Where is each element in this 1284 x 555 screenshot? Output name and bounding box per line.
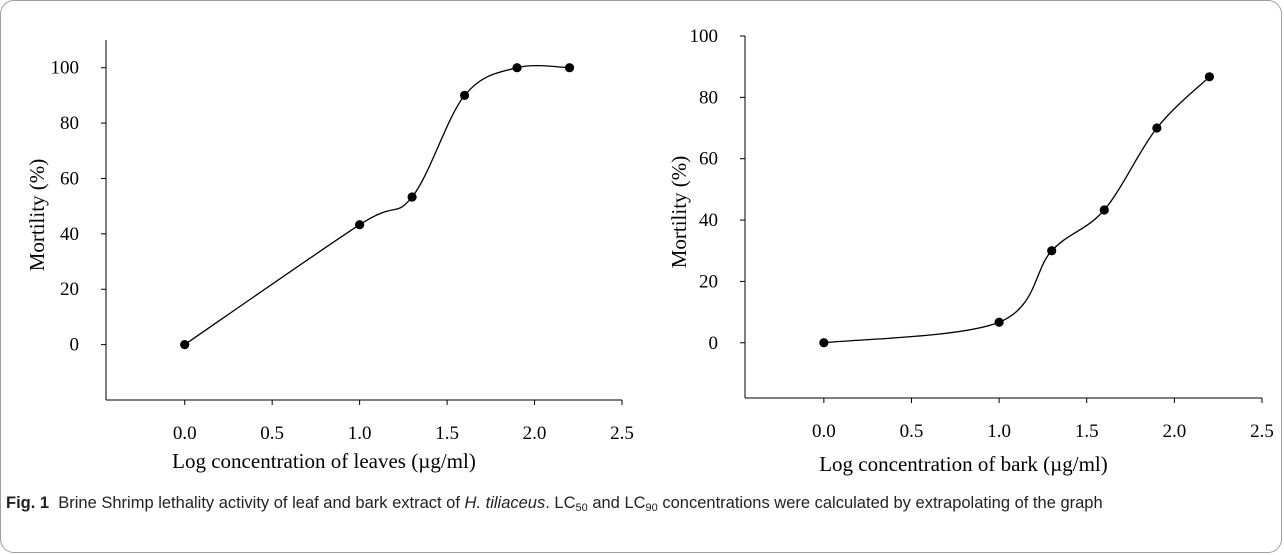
caption-sub-90: 90 (645, 502, 658, 514)
caption-text-1: Brine Shrimp lethality activity of leaf … (58, 494, 465, 512)
data-point (564, 63, 575, 73)
caption-text-2: . LC (545, 494, 576, 512)
data-point (819, 338, 829, 348)
x-axis-title: Log concentration of bark (µg/ml) (819, 452, 1108, 476)
data-point (459, 90, 470, 100)
y-axis-title: Mortility (%) (667, 156, 691, 269)
x-tick-label: 2.0 (1162, 421, 1186, 442)
y-tick-label: 20 (60, 279, 79, 300)
x-tick-label: 0.5 (260, 423, 284, 444)
figure-charts: 0 20 40 60 80 100 0.0 0.5 1.0 1.5 2.0 2.5 Log concen… (25, 26, 1274, 476)
data-point (1204, 72, 1215, 82)
x-tick-label: 2.5 (610, 423, 634, 444)
series-line (823, 76, 1210, 344)
y-tick-label: 20 (699, 271, 718, 292)
y-tick-label: 80 (699, 87, 718, 108)
x-tick-label: 1.0 (987, 421, 1011, 442)
caption-text-4: concentrations were calculated by extrap… (657, 494, 1103, 512)
x-tick-label: 0.0 (173, 423, 197, 444)
x-tick-label: 1.5 (1075, 421, 1099, 442)
x-tick-label: 0.5 (900, 421, 924, 442)
series-line (184, 65, 570, 346)
y-tick-label: 40 (60, 224, 79, 245)
data-point (512, 63, 522, 73)
x-tick-label: 1.0 (348, 423, 372, 444)
y-tick-label: 100 (51, 58, 80, 79)
data-point (407, 192, 417, 202)
data-point (1152, 123, 1162, 133)
y-tick-label: 100 (690, 26, 719, 47)
chart-leaves: 0 20 40 60 80 100 0.0 0.5 1.0 1.5 2.0 2.5 Log concen… (25, 40, 634, 473)
x-tick-label: 1.5 (435, 423, 459, 444)
caption-fig-label: Fig. 1 (6, 494, 50, 512)
caption-sub-50: 50 (575, 502, 588, 514)
chart-bark: 0 20 40 60 80 100 0.0 0.5 1.0 1.5 2.0 2.5 Log concen… (667, 26, 1274, 476)
y-tick-label: 80 (60, 113, 79, 134)
y-tick-label: 60 (60, 168, 79, 189)
x-axis-title: Log concentration of leaves (µg/ml) (172, 449, 476, 473)
x-tick-label: 2.0 (523, 423, 547, 444)
data-point (1099, 205, 1109, 215)
y-tick-label: 0 (709, 333, 719, 354)
y-tick-label: 0 (70, 335, 80, 356)
x-tick-label: 2.5 (1250, 421, 1274, 442)
y-tick-label: 60 (699, 149, 718, 170)
data-point (1047, 246, 1057, 256)
y-tick-label: 40 (699, 210, 718, 231)
y-axis-title: Mortility (%) (25, 159, 49, 272)
data-point (355, 220, 365, 230)
figure-caption: Fig. 1 Brine Shrimp lethality activity o… (6, 493, 1274, 514)
data-point (994, 317, 1004, 327)
x-tick-label: 0.0 (812, 421, 836, 442)
data-point (180, 340, 190, 350)
caption-species: H. tiliaceus (464, 494, 546, 512)
caption-text-3: and LC (587, 494, 646, 512)
